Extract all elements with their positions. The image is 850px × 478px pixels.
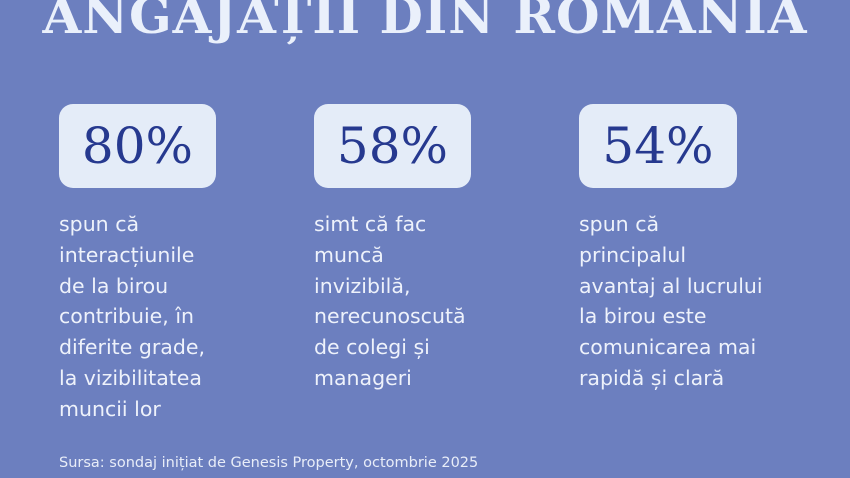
source-note: Sursa: sondaj inițiat de Genesis Propert… — [59, 455, 479, 471]
stat-card-2: 58% simt că fac muncă invizibilă, nerecu… — [314, 104, 584, 394]
stat-value: 80% — [81, 117, 194, 175]
stat-card-3: 54% spun că principalul avantaj al lucru… — [579, 104, 849, 394]
stat-description: simt că fac muncă invizibilă, nerecunosc… — [314, 212, 466, 390]
stat-value-badge: 80% — [59, 104, 216, 188]
stat-value: 58% — [336, 117, 449, 175]
stat-value-badge: 58% — [314, 104, 471, 188]
stat-description: spun că principalul avantaj al lucrului … — [579, 212, 763, 390]
stat-card-1: 80% spun că interacțiunile de la birou c… — [59, 104, 329, 425]
stat-value-badge: 54% — [579, 104, 737, 188]
stat-value: 54% — [602, 117, 714, 175]
page-title: ANGAJAȚII DIN ROMÂNIA — [42, 0, 808, 45]
stat-description: spun că interacțiunile de la birou contr… — [59, 212, 205, 421]
